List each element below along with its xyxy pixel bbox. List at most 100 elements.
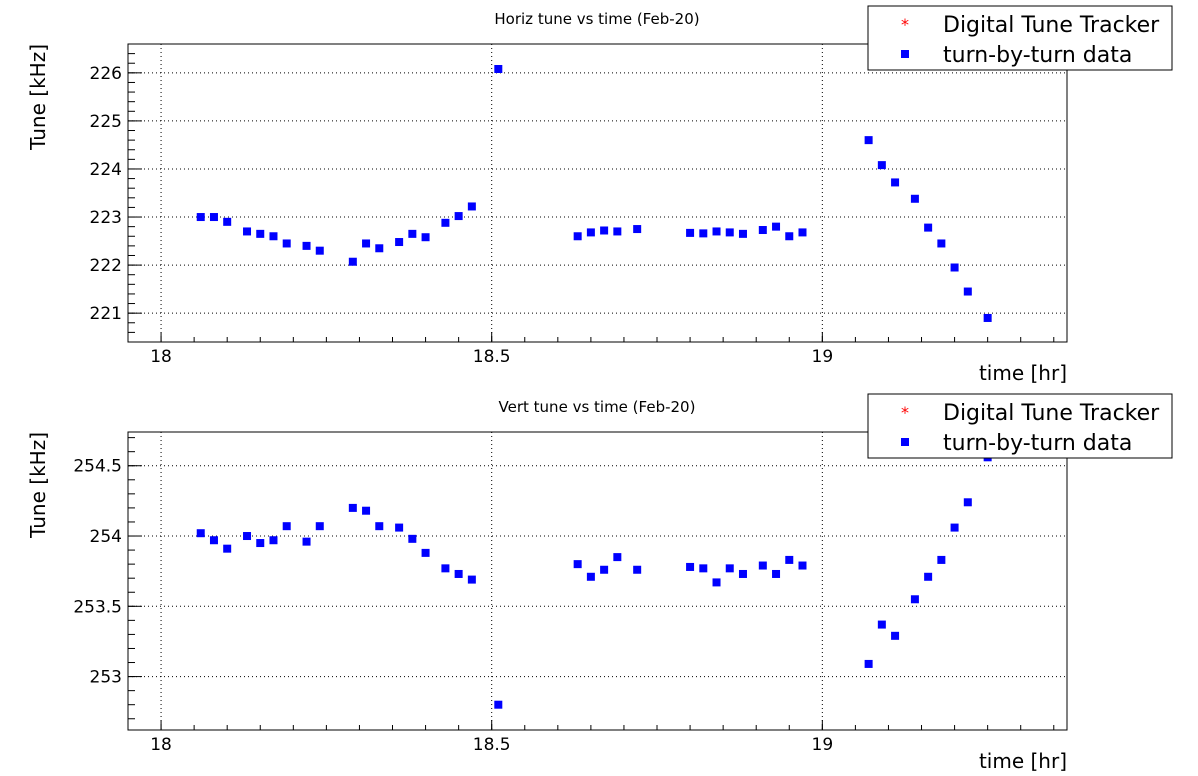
- data-point: [864, 136, 873, 145]
- data-point: [223, 544, 232, 553]
- x-tick-label: 19: [812, 735, 834, 755]
- data-point: [209, 213, 218, 222]
- data-point: [421, 548, 430, 557]
- data-point: [282, 522, 291, 531]
- data-point: [785, 555, 794, 564]
- data-point: [785, 232, 794, 241]
- data-point: [699, 229, 708, 238]
- data-point: [600, 565, 609, 574]
- data-point: [421, 233, 430, 242]
- data-point: [441, 564, 450, 573]
- legend-marker-star: *: [901, 15, 909, 34]
- data-point: [375, 244, 384, 253]
- data-point: [375, 522, 384, 531]
- y-tick-label: 253.5: [73, 597, 122, 617]
- data-point: [910, 595, 919, 604]
- x-tick-label: 19: [812, 347, 834, 367]
- data-point: [573, 232, 582, 241]
- y-tick-label: 221: [90, 304, 122, 324]
- data-point: [395, 523, 404, 532]
- data-point: [772, 569, 781, 578]
- y-tick-label: 222: [90, 256, 122, 276]
- data-point: [441, 218, 450, 227]
- legend-label: turn-by-turn data: [943, 43, 1132, 68]
- data-point: [243, 532, 252, 541]
- data-point: [738, 569, 747, 578]
- legend-label: Digital Tune Tracker: [943, 13, 1160, 38]
- data-point: [633, 565, 642, 574]
- chart-title: Vert tune vs time (Feb-20): [499, 398, 696, 416]
- data-point: [256, 539, 265, 548]
- data-point: [891, 631, 900, 640]
- y-tick-label: 253: [90, 668, 122, 688]
- data-point: [269, 536, 278, 545]
- y-tick-label: 254: [90, 527, 122, 547]
- data-point: [196, 213, 205, 222]
- y-axis-label: Tune [kHz]: [26, 44, 50, 151]
- y-tick-label: 223: [90, 208, 122, 228]
- data-point: [699, 564, 708, 573]
- chart-panel-2: 18 18.5 19 253 253.5 254 254.5 Vert tune vs tim…: [26, 393, 1173, 773]
- y-tick-label: 254.5: [73, 457, 122, 477]
- data-point: [600, 226, 609, 235]
- y-tick-label: 225: [90, 112, 122, 132]
- data-point: [950, 523, 959, 532]
- chart-panel-1: 18 18.5 19 221 222 223 224 225 226 Horiz tune vs …: [26, 5, 1173, 385]
- data-point: [256, 229, 265, 238]
- y-tick-label: 226: [90, 64, 122, 84]
- data-point: [758, 561, 767, 570]
- data-point: [798, 561, 807, 570]
- data-point: [798, 228, 807, 237]
- data-point: [494, 700, 503, 709]
- data-point: [712, 227, 721, 236]
- data-point: [910, 194, 919, 203]
- data-point: [223, 217, 232, 226]
- x-tick-label: 18: [150, 735, 172, 755]
- data-point: [454, 212, 463, 221]
- data-point: [983, 313, 992, 322]
- data-point: [269, 232, 278, 241]
- x-tick-label: 18.5: [473, 347, 511, 367]
- data-point: [362, 506, 371, 515]
- data-point: [395, 238, 404, 247]
- data-point: [302, 241, 311, 250]
- y-tick-label: 224: [90, 160, 122, 180]
- data-point: [282, 239, 291, 248]
- data-point: [963, 287, 972, 296]
- data-point: [586, 572, 595, 581]
- data-point: [613, 227, 622, 236]
- data-point: [686, 228, 695, 237]
- plot-frame: [127, 431, 1068, 731]
- data-point: [467, 575, 476, 584]
- data-point: [348, 257, 357, 266]
- data-point: [686, 562, 695, 571]
- data-point: [315, 246, 324, 255]
- x-axis-label: time [hr]: [979, 361, 1067, 385]
- data-point: [950, 263, 959, 272]
- data-point: [738, 229, 747, 238]
- legend-marker-square: [901, 438, 909, 446]
- data-point: [864, 659, 873, 668]
- y-axis-label: Tune [kHz]: [26, 432, 50, 539]
- legend-marker-star: *: [901, 403, 909, 422]
- chart-title: Horiz tune vs time (Feb-20): [494, 10, 699, 28]
- data-point: [408, 229, 417, 238]
- data-point: [725, 228, 734, 237]
- data-point: [196, 529, 205, 538]
- data-point: [877, 161, 886, 170]
- data-point: [963, 498, 972, 507]
- data-point: [348, 503, 357, 512]
- legend-label: turn-by-turn data: [943, 431, 1132, 456]
- plot-frame: [127, 43, 1068, 343]
- data-point: [712, 578, 721, 587]
- data-point: [315, 522, 324, 531]
- data-point: [362, 239, 371, 248]
- data-point: [725, 564, 734, 573]
- data-point: [494, 64, 503, 73]
- data-point: [891, 178, 900, 187]
- legend-marker-square: [901, 50, 909, 58]
- data-point: [408, 534, 417, 543]
- data-point: [937, 555, 946, 564]
- data-point: [758, 226, 767, 235]
